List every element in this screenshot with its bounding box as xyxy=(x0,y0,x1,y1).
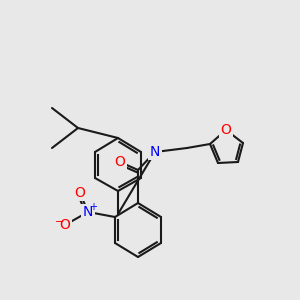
Text: +: + xyxy=(89,202,97,212)
Text: N: N xyxy=(150,145,160,159)
Text: O: O xyxy=(115,155,125,169)
Text: O: O xyxy=(220,123,231,137)
Text: N: N xyxy=(83,205,93,219)
Text: −: − xyxy=(55,217,65,227)
Text: O: O xyxy=(60,218,70,232)
Text: O: O xyxy=(75,186,86,200)
